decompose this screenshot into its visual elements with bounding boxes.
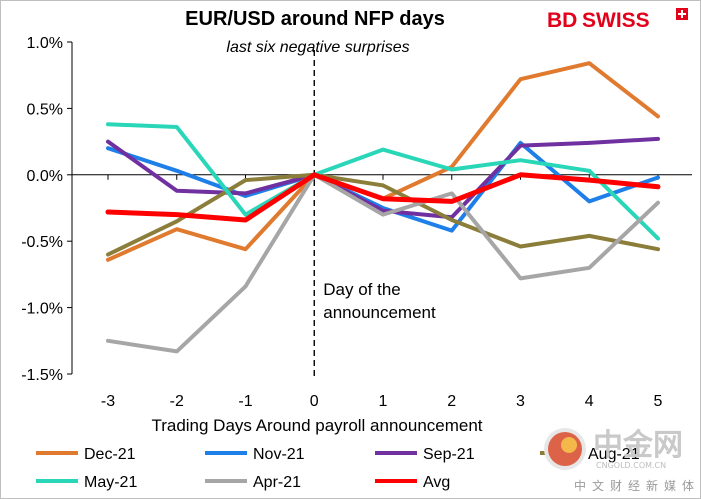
x-tick-label: -3 <box>101 393 115 410</box>
x-tick-label: -2 <box>170 393 184 410</box>
y-tick-label: 1.0% <box>27 35 63 52</box>
series-line-sep-21 <box>106 136 660 220</box>
legend-label: Avg <box>423 474 450 491</box>
y-tick-label: -0.5% <box>21 234 63 251</box>
watermark-name: 中金网 <box>593 428 683 463</box>
series-line-dec-21 <box>106 61 660 262</box>
legend-item-may-21: May-21 <box>36 474 137 491</box>
series-line-apr-21 <box>106 172 660 354</box>
series-line-aug-21 <box>106 172 660 257</box>
legend-item-nov-21: Nov-21 <box>205 446 305 463</box>
chart-title: EUR/USD around NFP days <box>185 8 445 30</box>
annotation-text-line: announcement <box>323 303 436 322</box>
annotation-text-line: Day of the <box>323 280 401 299</box>
bdswiss-logo: BD SWISS <box>547 8 688 32</box>
chart-subtitle: last six negative surprises <box>226 39 409 56</box>
legend-item-sep-21: Sep-21 <box>375 446 475 463</box>
brand-logo-part1: BD <box>547 9 577 32</box>
x-axis: -3 -2 -1 0 1 2 3 4 5 <box>72 174 692 410</box>
legend-label: Aug-21 <box>588 446 640 463</box>
swiss-cross-icon <box>676 8 688 20</box>
x-axis-title: Trading Days Around payroll announcement <box>151 416 482 435</box>
legend-item-dec-21: Dec-21 <box>36 446 136 463</box>
legend-item-apr-21: Apr-21 <box>205 474 301 491</box>
cngold-logo-icon <box>544 428 586 470</box>
x-tick-label: 5 <box>654 393 663 410</box>
brand-logo-part2: SWISS <box>582 9 650 32</box>
legend-item-avg: Avg <box>375 474 450 491</box>
y-tick-label: 0.0% <box>27 168 63 185</box>
legend-label: Apr-21 <box>253 474 301 491</box>
x-tick-label: 3 <box>516 393 525 410</box>
watermark-tagline: 中文财经新媒体 <box>574 478 700 493</box>
announcement-annotation: Day of the announcement <box>313 50 436 378</box>
series-layer <box>105 61 661 354</box>
y-tick-label: -1.5% <box>21 367 63 384</box>
series-line-may-21 <box>106 122 660 241</box>
y-tick-label: 0.5% <box>27 101 63 118</box>
cngold-watermark: 中金网 CNGOLD.COM.CN 中文财经新媒体 <box>544 428 700 493</box>
legend-label: Nov-21 <box>253 446 305 463</box>
x-tick-label: 4 <box>585 393 594 410</box>
x-tick-label: 2 <box>447 393 456 410</box>
watermark-domain: CNGOLD.COM.CN <box>596 461 666 470</box>
legend-label: Dec-21 <box>84 446 136 463</box>
x-tick-label: -1 <box>238 393 252 410</box>
x-tick-label: 0 <box>310 393 319 410</box>
series-line-nov-21 <box>106 140 660 233</box>
x-tick-label: 1 <box>379 393 388 410</box>
y-tick-label: -1.0% <box>21 301 63 318</box>
legend-label: Sep-21 <box>423 446 475 463</box>
legend-label: May-21 <box>84 474 137 491</box>
y-axis: 1.0% 0.5% 0.0% -0.5% -1.0% -1.5% <box>21 35 73 384</box>
series-line-avg <box>105 172 661 223</box>
